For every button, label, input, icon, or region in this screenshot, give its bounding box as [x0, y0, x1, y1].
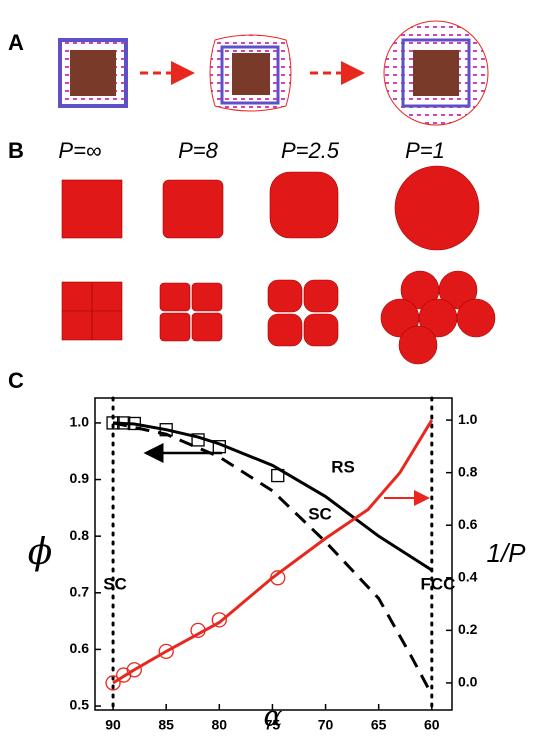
annotation: RS [331, 457, 355, 476]
annotation: FCC [421, 574, 456, 593]
x-tick-label: 90 [105, 717, 121, 732]
series-line [113, 420, 432, 683]
y2-tick-label: 0.8 [458, 463, 478, 479]
panel-a-drawing [60, 21, 488, 125]
panel-b-label: P=2.5 [281, 138, 340, 163]
annotation: SC [308, 504, 332, 523]
annotation: SC [103, 574, 127, 593]
y-tick-label: 0.9 [70, 470, 90, 486]
y2-tick-label: 1.0 [458, 411, 478, 427]
y2-tick-label: 0.2 [458, 621, 478, 637]
y-axis-label: ϕ [28, 532, 53, 573]
y-tick-label: 0.7 [70, 583, 90, 599]
panel-label: A [8, 30, 24, 55]
x-tick-label: 70 [318, 717, 334, 732]
y-tick-label: 0.5 [70, 697, 90, 713]
x-axis-label: α [264, 700, 283, 733]
y2-tick-label: 0.6 [458, 516, 478, 532]
panel-b-label: P=∞ [58, 138, 101, 163]
y2-tick-label: 0.4 [458, 568, 478, 584]
x-tick-label: 80 [212, 717, 228, 732]
panel-label: B [8, 138, 24, 163]
panel-b-label: P=1 [405, 138, 445, 163]
x-tick-label: 85 [158, 717, 174, 732]
y-tick-label: 0.8 [70, 527, 90, 543]
y-tick-label: 0.6 [70, 640, 90, 656]
panel-b-drawing [62, 166, 495, 364]
y2-tick-label: 0.0 [458, 674, 478, 690]
series-line [113, 423, 432, 570]
x-tick-label: 65 [371, 717, 387, 732]
y2-axis-label: 1/P [486, 538, 526, 568]
x-tick-label: 60 [424, 717, 440, 732]
panel-b-label: P=8 [178, 138, 219, 163]
y-tick-label: 1.0 [70, 414, 90, 430]
figure: A B C P=∞P=8P=2.5P=1 908580757065600.50.… [0, 0, 540, 732]
panel-label: C [8, 368, 24, 393]
